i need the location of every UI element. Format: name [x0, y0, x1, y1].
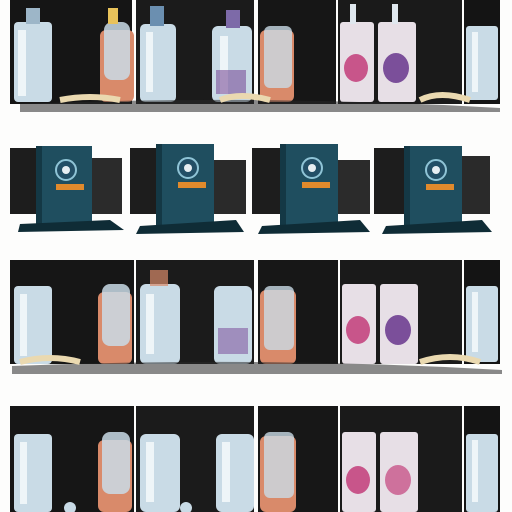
- bottle-15: [14, 434, 52, 512]
- software-box-4: [374, 146, 492, 234]
- bottle-21: [466, 434, 498, 512]
- bottle-4: [212, 10, 252, 102]
- bottle-row-1-art: [0, 0, 512, 112]
- bottle-16: [98, 432, 132, 512]
- bottle-18: [216, 434, 254, 512]
- bottle-14: [466, 286, 498, 362]
- bottle-10: [140, 270, 180, 364]
- software-box-3: [252, 144, 370, 234]
- bottle-13: [342, 284, 418, 364]
- bottle-11: [214, 286, 252, 364]
- bottle-2: [100, 8, 134, 102]
- bottle-row-3-art: [0, 404, 512, 512]
- bottle-5: [260, 26, 294, 102]
- box-row-art: [0, 128, 512, 238]
- bottle-3: [140, 6, 176, 102]
- software-box-1: [10, 146, 124, 232]
- bottle-8: [14, 286, 52, 364]
- bottle-row-1: [0, 0, 512, 112]
- bottle-9: [98, 284, 132, 364]
- bottle-20: [342, 432, 418, 512]
- bottle-6: [340, 4, 416, 102]
- bottle-17: [140, 434, 180, 512]
- bottle-row-2: [0, 258, 512, 374]
- bottle-row-3: [0, 404, 512, 512]
- bottle-19: [260, 432, 296, 512]
- bottle-row-2-art: [0, 258, 512, 374]
- software-box-2: [130, 144, 246, 234]
- bottle-7: [466, 26, 498, 100]
- box-row: [0, 128, 512, 238]
- bottle-1: [14, 8, 52, 102]
- bottle-12: [260, 286, 296, 364]
